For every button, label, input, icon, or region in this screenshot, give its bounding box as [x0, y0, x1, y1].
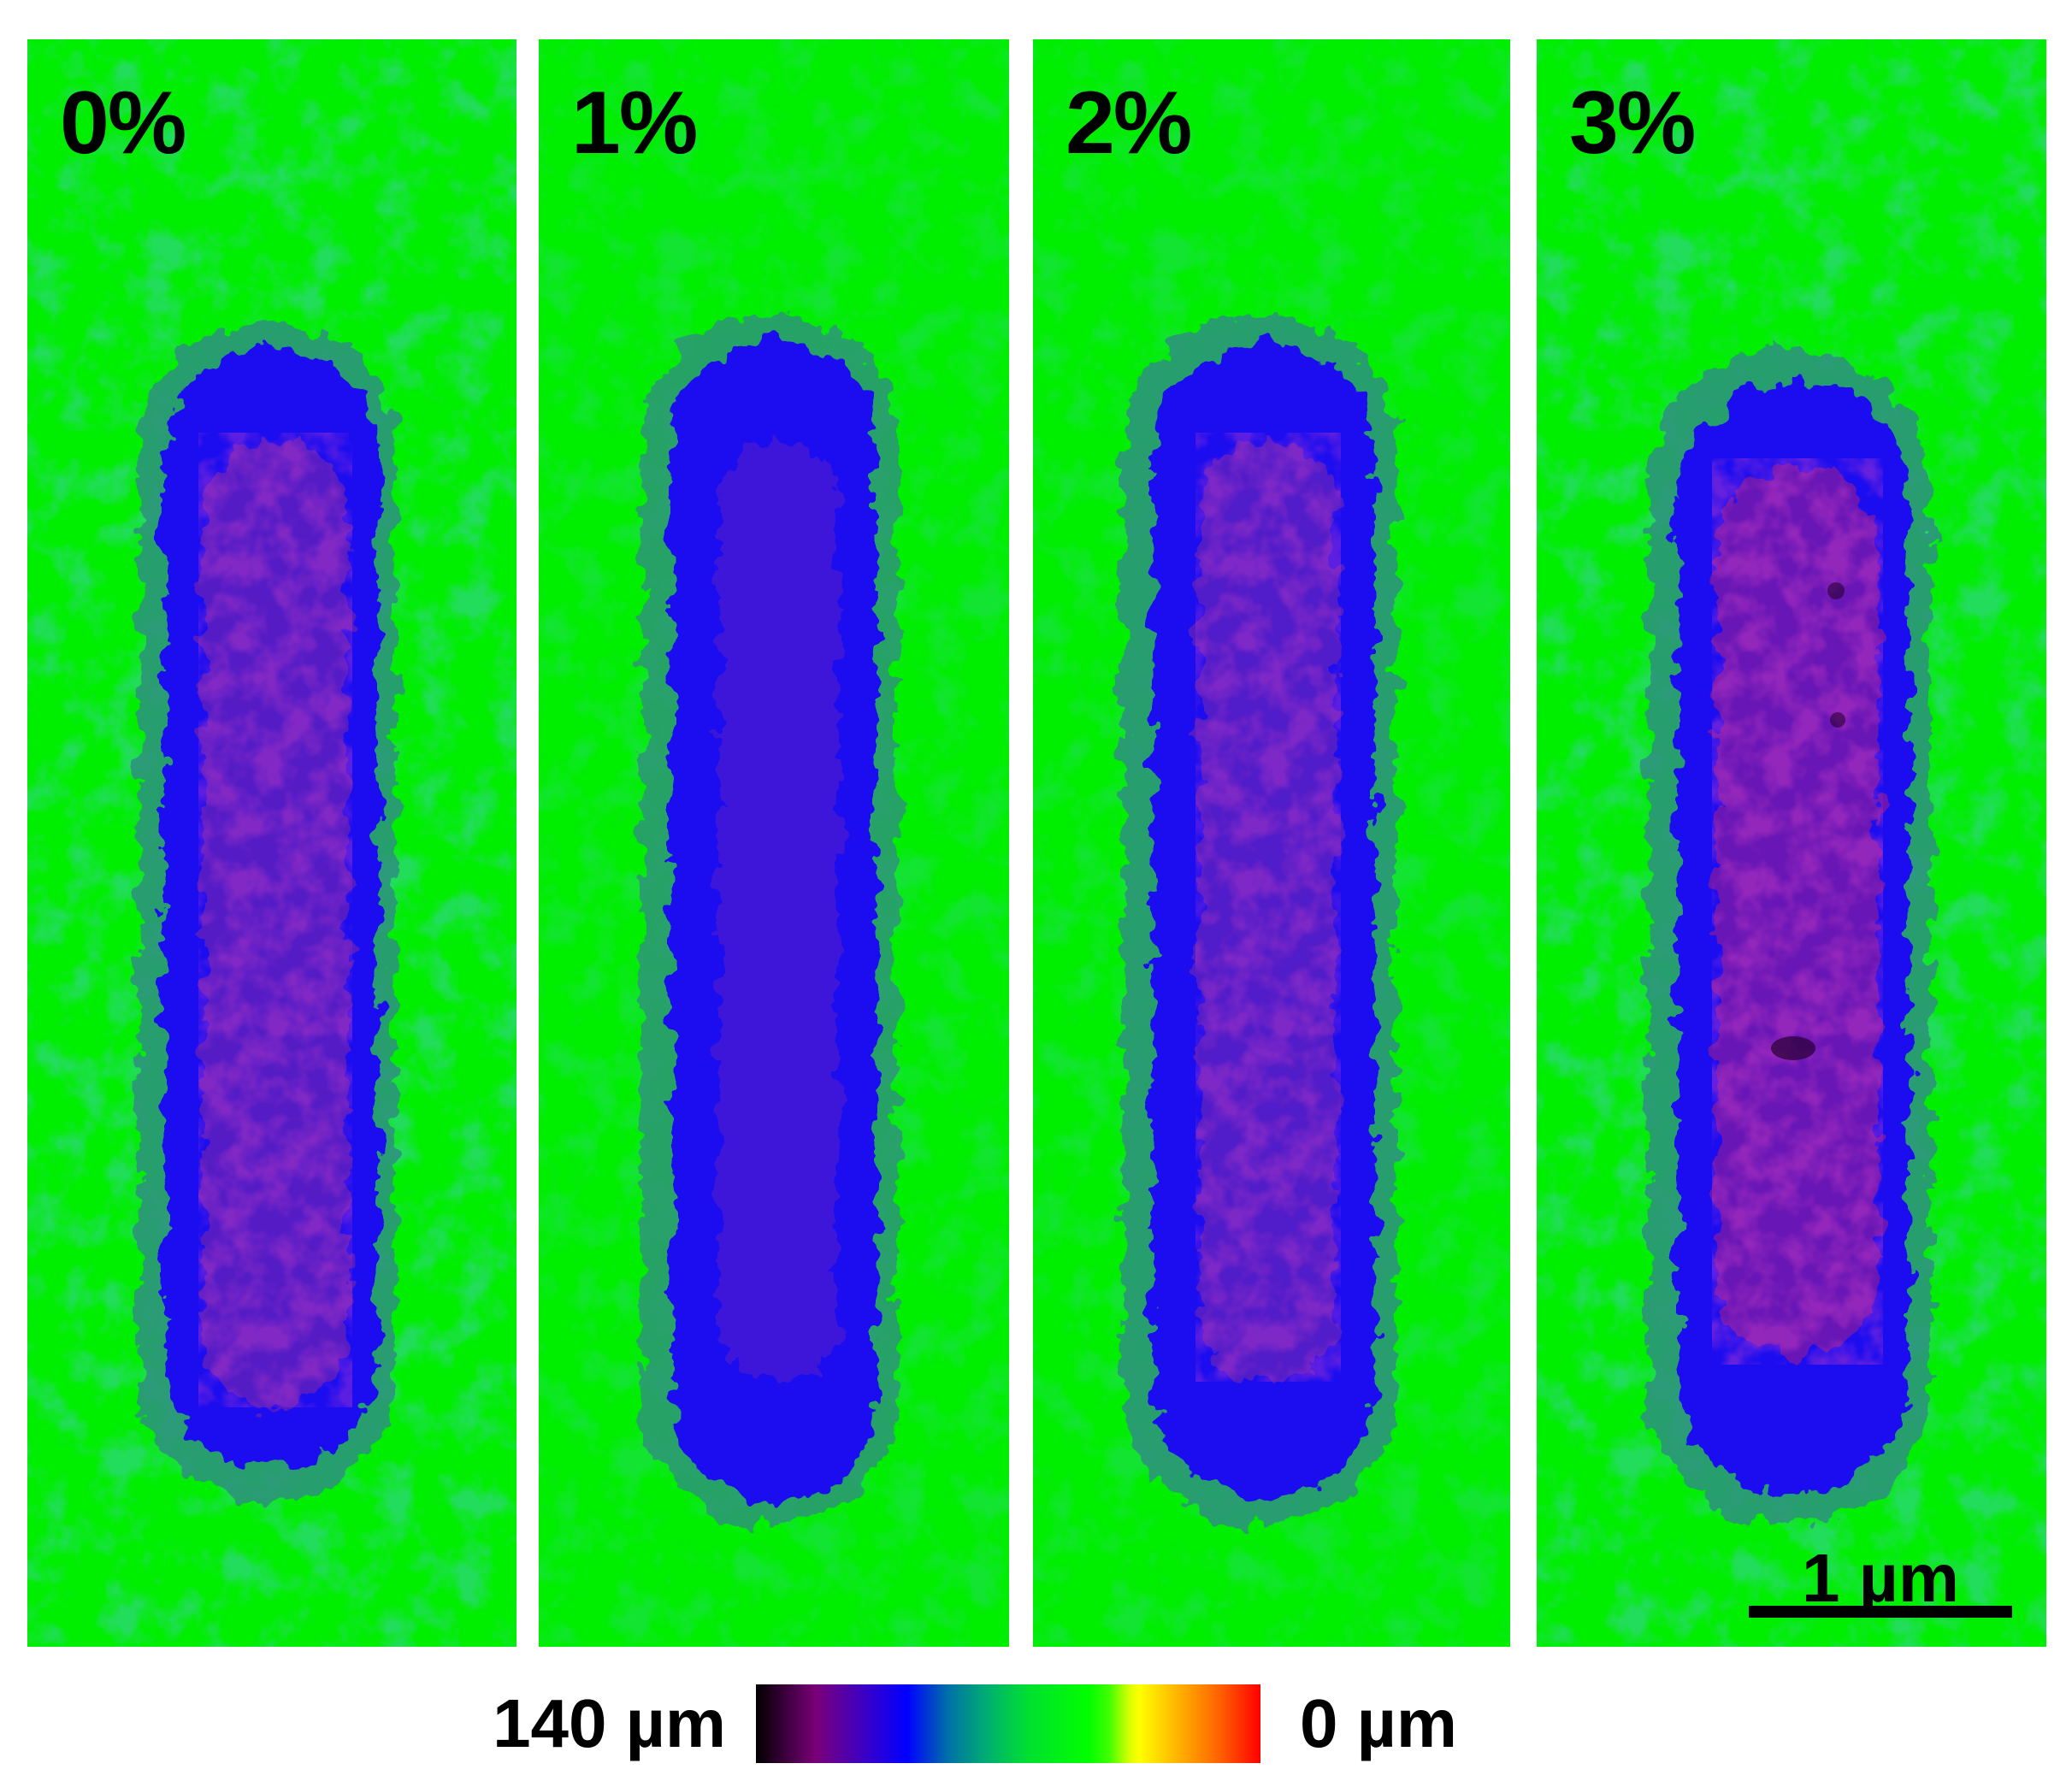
panel-label: 3%	[1569, 74, 1696, 173]
colorbar-gradient	[756, 1684, 1260, 1763]
height-map-image	[539, 39, 1009, 1647]
colorbar-legend: 140 µm 0 µm	[0, 1681, 2072, 1766]
scale-bar-line	[1749, 1606, 2012, 1618]
height-map-image	[27, 39, 517, 1647]
colorbar-left-label: 140 µm	[493, 1685, 726, 1761]
panel-label: 0%	[60, 74, 186, 173]
height-map-image	[1033, 39, 1510, 1647]
scale-bar-label: 1 µm	[1802, 1540, 1959, 1616]
panel-label: 2%	[1066, 74, 1192, 173]
height-map-image	[1537, 39, 2046, 1647]
panel-0-percent: 0%	[27, 39, 517, 1647]
colorbar-right-label: 0 µm	[1300, 1685, 1457, 1761]
panel-label: 1%	[571, 74, 698, 173]
scale-bar: 1 µm	[1749, 1544, 2012, 1618]
panel-2-percent: 2%	[1033, 39, 1510, 1647]
panel-1-percent: 1%	[539, 39, 1009, 1647]
panel-3-percent: 3% 1 µm	[1537, 39, 2046, 1647]
